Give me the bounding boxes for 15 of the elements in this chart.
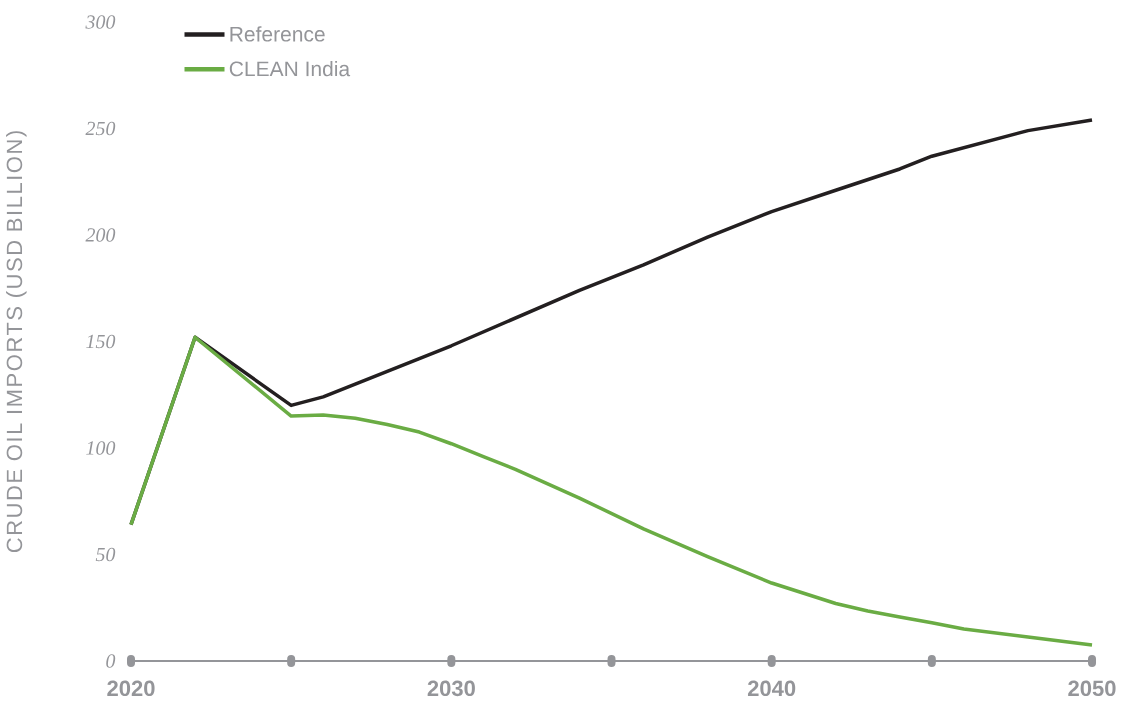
y-tick-label: 250 xyxy=(85,121,116,136)
y-tick-label: 100 xyxy=(86,441,116,455)
legend-label: Reference xyxy=(230,26,325,42)
y-tick-label: 200 xyxy=(85,228,116,242)
y-axis-title: CRUDE OIL IMPORTS (USD BILLION) xyxy=(6,131,27,553)
legend-label: CLEAN India xyxy=(229,60,351,77)
x-tick-label: 2040 xyxy=(747,680,796,697)
x-tick-label: 2020 xyxy=(107,680,155,697)
y-tick-label: 300 xyxy=(85,15,116,29)
line-series xyxy=(129,335,1094,647)
x-tick-label: 2030 xyxy=(427,680,475,697)
x-tick-label: 2050 xyxy=(1068,680,1116,697)
y-tick-label: 50 xyxy=(95,547,116,562)
y-tick-label: 0 xyxy=(106,654,116,668)
y-tick-label: 150 xyxy=(86,334,116,349)
